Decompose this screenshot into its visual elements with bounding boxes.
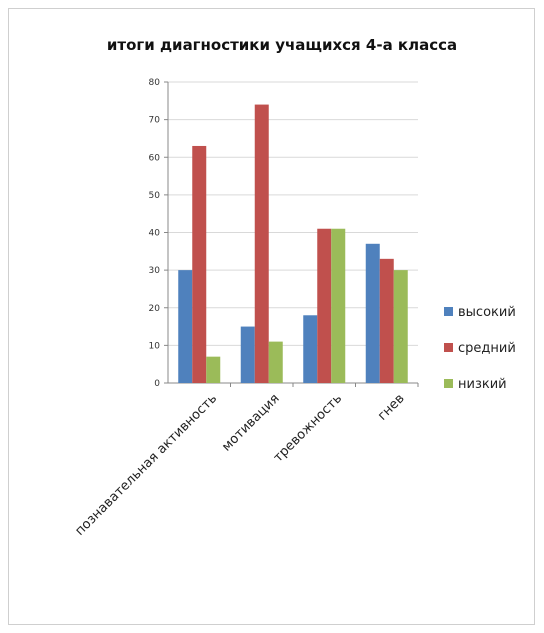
bar-средний-0 [192,145,207,383]
y-tick-label-40: 40 [149,229,161,239]
legend-swatch-высокий [444,307,453,316]
bar-высокий-0 [178,270,193,383]
y-tick-label-60: 60 [149,153,161,163]
x-category-label-3: гнев [375,391,408,424]
bar-высокий-3 [365,243,380,383]
x-category-label-0: познавательная активность [72,391,220,539]
legend-swatch-средний [444,343,453,352]
bar-высокий-2 [303,315,318,383]
bars [178,104,408,383]
bar-средний-3 [379,258,394,383]
y-tick-label-30: 30 [149,266,161,276]
y-tick-label-70: 70 [149,116,161,126]
x-category-label-1: мотивация [219,391,282,454]
y-tick-label-50: 50 [149,191,161,201]
y-tick-label-20: 20 [149,304,161,314]
x-axis-labels: познавательная активность мотивациятревож… [72,391,407,539]
y-tick-label-0: 0 [154,379,160,389]
chart-frame [8,8,535,625]
bar-низкий-3 [393,270,408,383]
legend-swatch-низкий [444,379,453,388]
bar-низкий-2 [331,228,346,383]
legend-label-низкий: низкий [458,377,507,392]
bar-средний-2 [317,228,332,383]
y-tick-label-80: 80 [149,78,161,88]
legend-label-средний: средний [458,341,516,356]
legend-label-высокий: высокий [458,305,516,320]
bar-высокий-1 [240,326,255,383]
legend: высокий средний низкий [444,305,516,392]
bar-средний-1 [254,104,269,383]
y-tick-label-10: 10 [149,341,161,351]
chart-title: итоги диагностики учащихся 4-а класса [107,36,457,54]
bar-низкий-1 [268,341,283,383]
bar-низкий-0 [206,356,221,383]
